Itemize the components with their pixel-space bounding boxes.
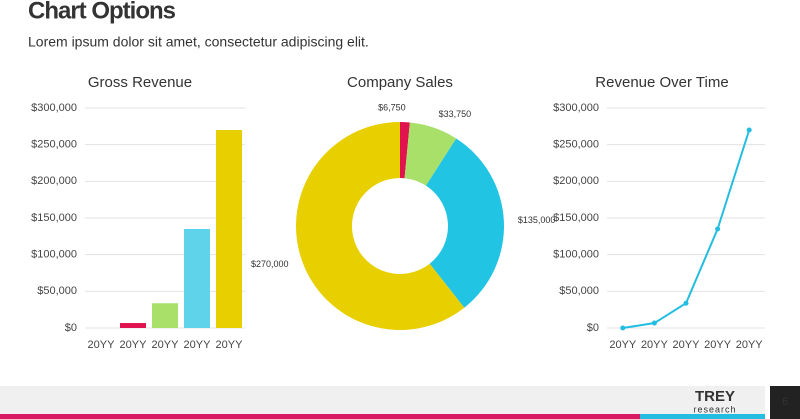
bar	[216, 130, 242, 328]
x-tick-label: 20YY	[88, 339, 116, 351]
y-tick-label: $300,000	[31, 102, 77, 114]
y-tick-label: $50,000	[559, 285, 599, 297]
chart-title: Revenue Over Time	[595, 74, 728, 91]
y-tick-label: $100,000	[31, 249, 77, 261]
donut-slice	[295, 122, 465, 331]
logo-tagline: research	[693, 404, 736, 414]
logo-name: TREY	[695, 388, 735, 405]
y-tick-label: $200,000	[31, 175, 77, 187]
bar	[120, 323, 146, 328]
footer-band	[0, 386, 765, 414]
x-tick-label: 20YY	[704, 339, 732, 351]
x-tick-label: 20YY	[216, 339, 244, 351]
x-tick-label: 20YY	[120, 339, 148, 351]
x-tick-label: 20YY	[184, 339, 212, 351]
value-label: $270,000	[251, 259, 289, 269]
y-tick-label: $0	[587, 322, 599, 334]
donut-slice	[404, 122, 457, 186]
chart-title: Company Sales	[347, 74, 453, 91]
y-tick-label: $100,000	[553, 249, 599, 261]
point	[715, 226, 721, 232]
bar	[152, 303, 178, 328]
point	[620, 325, 626, 331]
donut-slice	[400, 122, 410, 179]
y-tick-label: $250,000	[553, 139, 599, 151]
page-number-box	[770, 386, 800, 419]
point	[651, 320, 657, 326]
slide-subtitle: Lorem ipsum dolor sit amet, consectetur …	[28, 34, 369, 50]
chart-title: Gross Revenue	[88, 74, 192, 91]
slide-title: Chart Options	[28, 0, 176, 24]
page-number: 6	[782, 396, 788, 408]
y-tick-label: $50,000	[37, 285, 77, 297]
y-tick-label: $300,000	[553, 102, 599, 114]
y-tick-label: $150,000	[31, 212, 77, 224]
footer-accent	[640, 414, 765, 419]
x-tick-label: 20YY	[673, 339, 701, 351]
y-tick-label: $150,000	[553, 212, 599, 224]
x-tick-label: 20YY	[736, 339, 764, 351]
y-tick-label: $250,000	[31, 139, 77, 151]
footer-accent	[0, 414, 640, 419]
point	[746, 127, 752, 133]
value-label: $135,000	[518, 215, 556, 225]
line	[622, 129, 751, 329]
bar	[184, 229, 210, 328]
x-tick-label: 20YY	[641, 339, 669, 351]
value-label: $6,750	[378, 103, 406, 113]
y-tick-label: $0	[65, 322, 77, 334]
y-tick-label: $200,000	[553, 175, 599, 187]
x-tick-label: 20YY	[609, 339, 637, 351]
donut-slice	[425, 138, 505, 308]
point	[683, 300, 689, 306]
value-label: $33,750	[439, 109, 472, 119]
x-tick-label: 20YY	[152, 339, 180, 351]
